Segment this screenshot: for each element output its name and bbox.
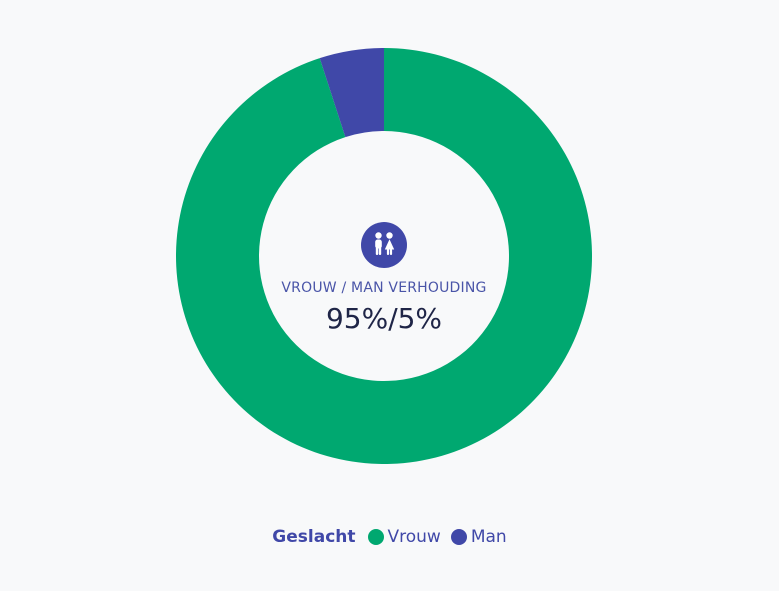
center-value: 95%/5% (325, 302, 443, 335)
legend-label-man: Man (470, 527, 507, 547)
center-label: VROUW / MAN VERHOUDING (281, 280, 487, 296)
restroom-icon (361, 222, 407, 268)
donut-slice-vrouw[interactable] (176, 48, 592, 465)
donut-slice-man[interactable] (319, 48, 384, 138)
donut-center: VROUW / MAN VERHOUDING 95%/5% (234, 222, 534, 335)
legend-swatch-man (450, 529, 467, 545)
legend-item-man[interactable]: Man (450, 527, 507, 547)
legend-title: Geslacht (272, 527, 356, 547)
legend-item-vrouw[interactable]: Vrouw (367, 527, 441, 547)
legend-label-vrouw: Vrouw (387, 527, 441, 547)
legend-swatch-vrouw (367, 529, 384, 545)
legend: Geslacht Vrouw Man (0, 527, 779, 547)
